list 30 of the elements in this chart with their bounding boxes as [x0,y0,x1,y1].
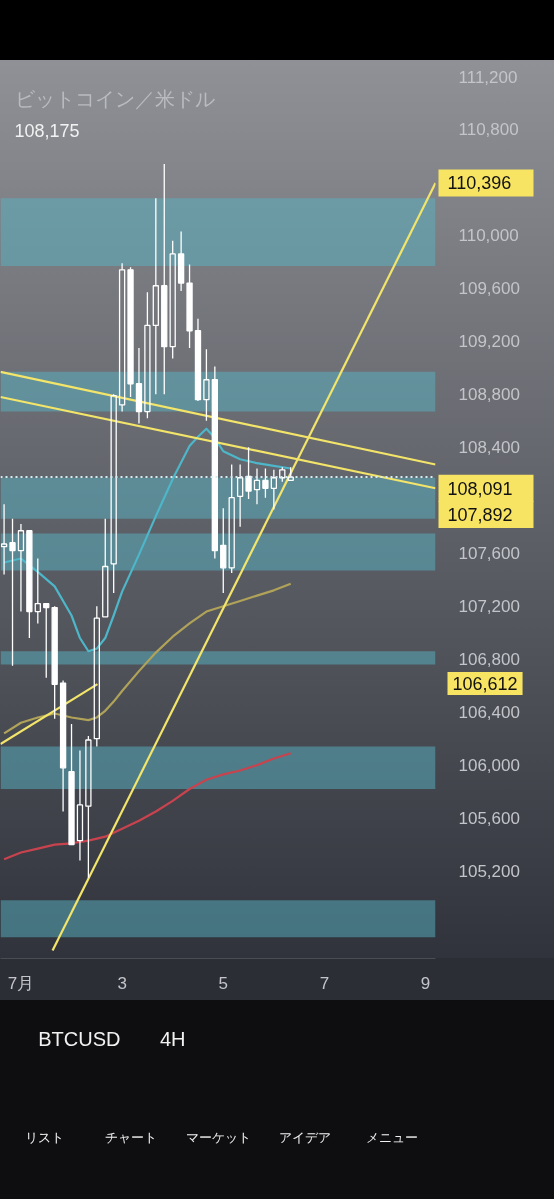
y-tick-label: 108,800 [458,385,520,405]
y-tick-label: 110,000 [458,226,519,246]
x-tick-label: 3 [117,973,127,993]
y-tick-label: 107,200 [458,597,520,617]
y-tick-label: 108,400 [458,438,520,458]
text: 106,612 [452,674,518,694]
text: 108,175 [14,121,80,141]
y-tick-label: 106,400 [458,703,520,723]
y-tick-label: 106,800 [458,650,520,670]
y-tick-label: 105,600 [458,809,520,829]
text: BTCUSD [38,1027,121,1050]
text: メニュー [366,1130,418,1145]
annotation: 110,396 [447,173,512,194]
x-tick-label: 5 [218,973,229,993]
text: 4H [159,1027,186,1050]
x-tick-label: 7 [319,973,330,993]
annotation: 107,892 [447,505,513,526]
y-tick-label: 110,800 [458,120,519,140]
text: アイデア [279,1130,331,1145]
y-tick-label: 109,200 [458,332,520,352]
text: チャート [105,1130,157,1145]
x-tick-label: 7月 [7,973,35,993]
x-tick-label: 9 [420,973,431,993]
y-tick-label: 109,600 [458,279,520,299]
text: マーケット [185,1130,251,1145]
text: リスト [24,1130,64,1145]
y-tick-label: 107,600 [458,544,520,564]
annotation: 108,091 [447,478,513,499]
y-tick-label: 106,000 [458,756,520,776]
y-tick-label: 105,200 [458,862,520,882]
